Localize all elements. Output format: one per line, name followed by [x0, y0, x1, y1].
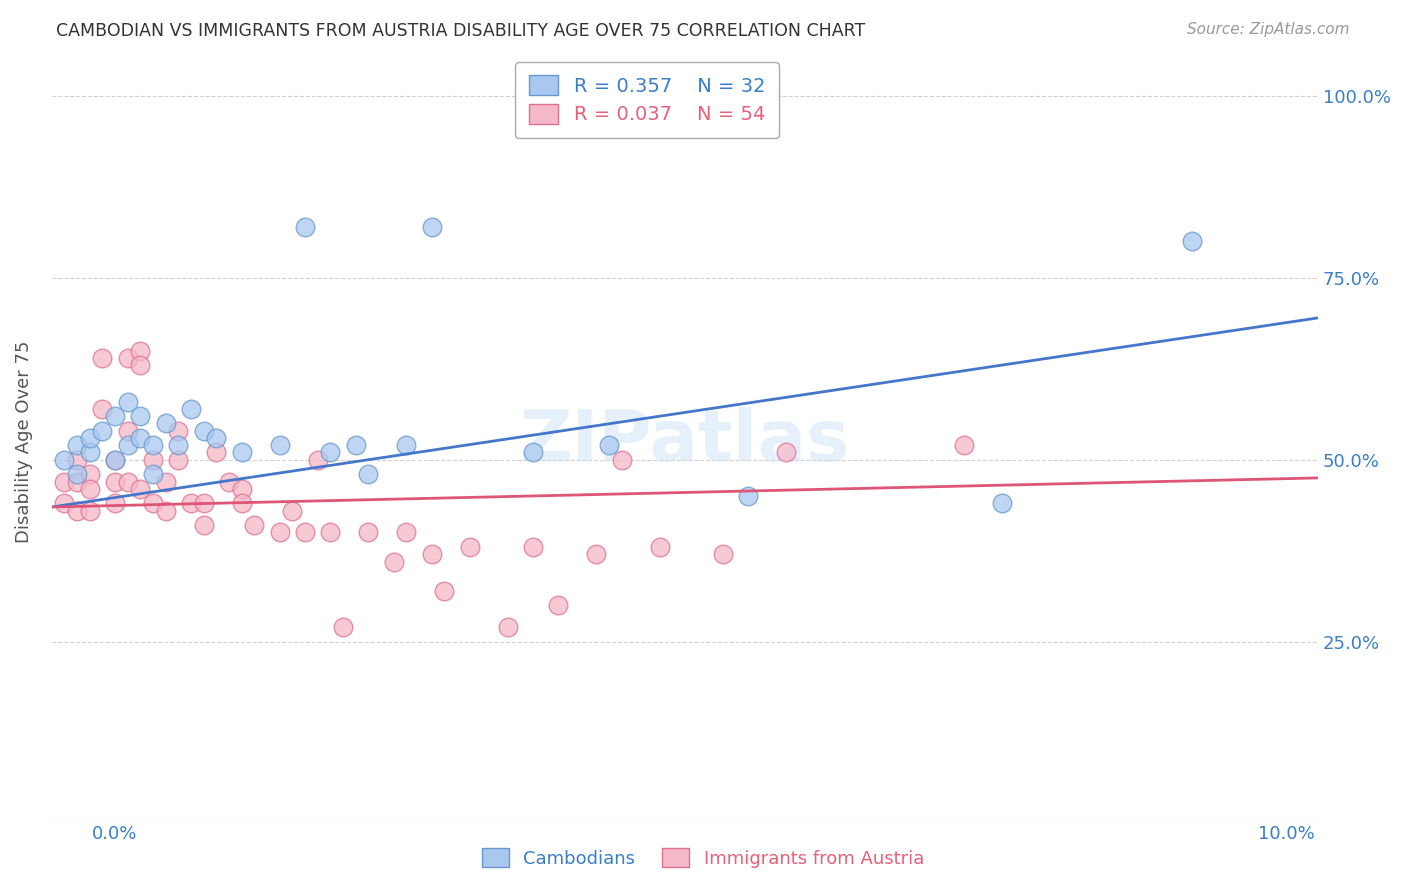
Point: [357, 467, 380, 482]
Y-axis label: Disability Age Over 75: Disability Age Over 75: [15, 340, 32, 543]
Point: [307, 452, 329, 467]
Point: [775, 445, 797, 459]
Point: [129, 482, 152, 496]
Point: [104, 475, 127, 489]
Point: [53, 496, 76, 510]
Point: [610, 452, 633, 467]
Point: [205, 431, 228, 445]
Point: [53, 475, 76, 489]
Point: [990, 496, 1012, 510]
Point: [79, 467, 101, 482]
Point: [180, 496, 202, 510]
Point: [193, 424, 215, 438]
Point: [129, 343, 152, 358]
Point: [129, 358, 152, 372]
Point: [167, 452, 190, 467]
Point: [231, 445, 253, 459]
Point: [66, 503, 89, 517]
Point: [522, 540, 544, 554]
Point: [547, 599, 569, 613]
Point: [231, 496, 253, 510]
Legend: R = 0.357    N = 32, R = 0.037    N = 54: R = 0.357 N = 32, R = 0.037 N = 54: [515, 62, 779, 137]
Point: [79, 503, 101, 517]
Point: [218, 475, 240, 489]
Text: 0.0%: 0.0%: [91, 825, 136, 843]
Point: [117, 475, 139, 489]
Point: [142, 452, 165, 467]
Point: [420, 547, 443, 561]
Point: [585, 547, 607, 561]
Point: [395, 438, 418, 452]
Point: [231, 482, 253, 496]
Point: [117, 424, 139, 438]
Point: [79, 431, 101, 445]
Point: [79, 445, 101, 459]
Point: [91, 351, 114, 365]
Point: [420, 219, 443, 234]
Point: [193, 496, 215, 510]
Point: [155, 417, 177, 431]
Point: [395, 525, 418, 540]
Point: [344, 438, 367, 452]
Point: [66, 475, 89, 489]
Point: [66, 452, 89, 467]
Point: [117, 438, 139, 452]
Point: [433, 583, 456, 598]
Point: [91, 401, 114, 416]
Point: [952, 438, 974, 452]
Point: [496, 620, 519, 634]
Point: [294, 525, 316, 540]
Text: ZIPatlas: ZIPatlas: [520, 407, 851, 476]
Point: [382, 555, 405, 569]
Point: [104, 452, 127, 467]
Point: [598, 438, 620, 452]
Point: [91, 424, 114, 438]
Point: [1180, 235, 1202, 249]
Point: [129, 431, 152, 445]
Point: [269, 525, 291, 540]
Point: [79, 482, 101, 496]
Point: [357, 525, 380, 540]
Point: [167, 438, 190, 452]
Point: [66, 438, 89, 452]
Point: [319, 525, 342, 540]
Point: [332, 620, 354, 634]
Point: [53, 452, 76, 467]
Point: [458, 540, 481, 554]
Legend: Cambodians, Immigrants from Austria: Cambodians, Immigrants from Austria: [471, 838, 935, 879]
Point: [142, 496, 165, 510]
Point: [193, 518, 215, 533]
Point: [129, 409, 152, 423]
Point: [155, 503, 177, 517]
Point: [737, 489, 759, 503]
Point: [522, 445, 544, 459]
Point: [205, 445, 228, 459]
Point: [117, 394, 139, 409]
Point: [66, 467, 89, 482]
Text: 10.0%: 10.0%: [1258, 825, 1315, 843]
Point: [319, 445, 342, 459]
Point: [711, 547, 734, 561]
Point: [167, 424, 190, 438]
Point: [142, 438, 165, 452]
Point: [294, 219, 316, 234]
Point: [142, 467, 165, 482]
Point: [648, 540, 671, 554]
Point: [243, 518, 266, 533]
Point: [269, 438, 291, 452]
Point: [104, 496, 127, 510]
Point: [180, 401, 202, 416]
Point: [104, 452, 127, 467]
Point: [104, 409, 127, 423]
Point: [281, 503, 304, 517]
Point: [117, 351, 139, 365]
Text: CAMBODIAN VS IMMIGRANTS FROM AUSTRIA DISABILITY AGE OVER 75 CORRELATION CHART: CAMBODIAN VS IMMIGRANTS FROM AUSTRIA DIS…: [56, 22, 866, 40]
Text: Source: ZipAtlas.com: Source: ZipAtlas.com: [1187, 22, 1350, 37]
Point: [155, 475, 177, 489]
